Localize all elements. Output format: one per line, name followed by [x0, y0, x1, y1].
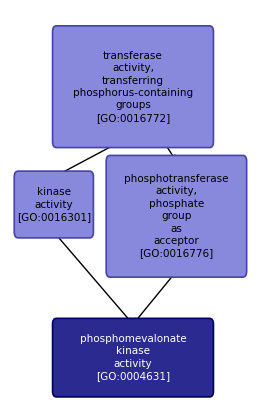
FancyBboxPatch shape — [53, 318, 213, 397]
FancyBboxPatch shape — [106, 155, 247, 277]
Text: kinase
activity
[GO:0016301]: kinase activity [GO:0016301] — [17, 187, 91, 222]
FancyBboxPatch shape — [53, 26, 213, 148]
FancyBboxPatch shape — [14, 171, 93, 238]
Text: transferase
activity,
transferring
phosphorus-containing
groups
[GO:0016772]: transferase activity, transferring phosp… — [73, 51, 193, 123]
Text: phosphomevalonate
kinase
activity
[GO:0004631]: phosphomevalonate kinase activity [GO:00… — [80, 334, 186, 381]
Text: phosphotransferase
activity,
phosphate
group
as
acceptor
[GO:0016776]: phosphotransferase activity, phosphate g… — [124, 174, 229, 258]
